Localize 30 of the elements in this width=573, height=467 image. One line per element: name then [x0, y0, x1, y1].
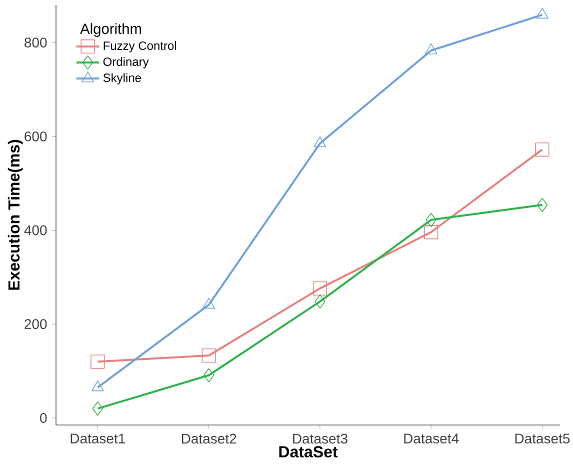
point: [314, 294, 326, 309]
legend-label: Fuzzy Control: [104, 41, 176, 52]
x-tick-label: Dataset2: [182, 434, 236, 444]
point: [202, 348, 216, 363]
x-tick-label: Dataset5: [515, 434, 570, 444]
point: [536, 198, 548, 212]
x-tick-label: Dataset3: [293, 434, 348, 444]
legend-label: Ordinary: [103, 57, 149, 68]
y-tick-label: 400: [24, 225, 47, 236]
point: [90, 354, 105, 369]
y-axis-title: Execution Time(ms): [8, 140, 23, 290]
y-tick-label: 800: [24, 38, 47, 48]
y-tick-label: 0: [40, 413, 47, 423]
point: [424, 43, 438, 54]
y-tick-label: 200: [24, 319, 47, 330]
legend-label: Skyline: [103, 73, 141, 84]
x-tick-label: Dataset4: [404, 434, 459, 444]
point: [424, 225, 438, 240]
point: [536, 8, 548, 19]
x-axis-title: DataSet: [279, 446, 338, 458]
point: [426, 212, 436, 227]
point: [535, 142, 550, 157]
x-tick-label: Dataset1: [70, 434, 125, 444]
legend-title: Algorithm: [80, 23, 142, 37]
point: [92, 402, 104, 416]
point: [312, 281, 328, 296]
point: [202, 298, 215, 309]
y-tick-label: 600: [24, 131, 47, 142]
point: [203, 368, 214, 382]
point: [314, 136, 326, 148]
